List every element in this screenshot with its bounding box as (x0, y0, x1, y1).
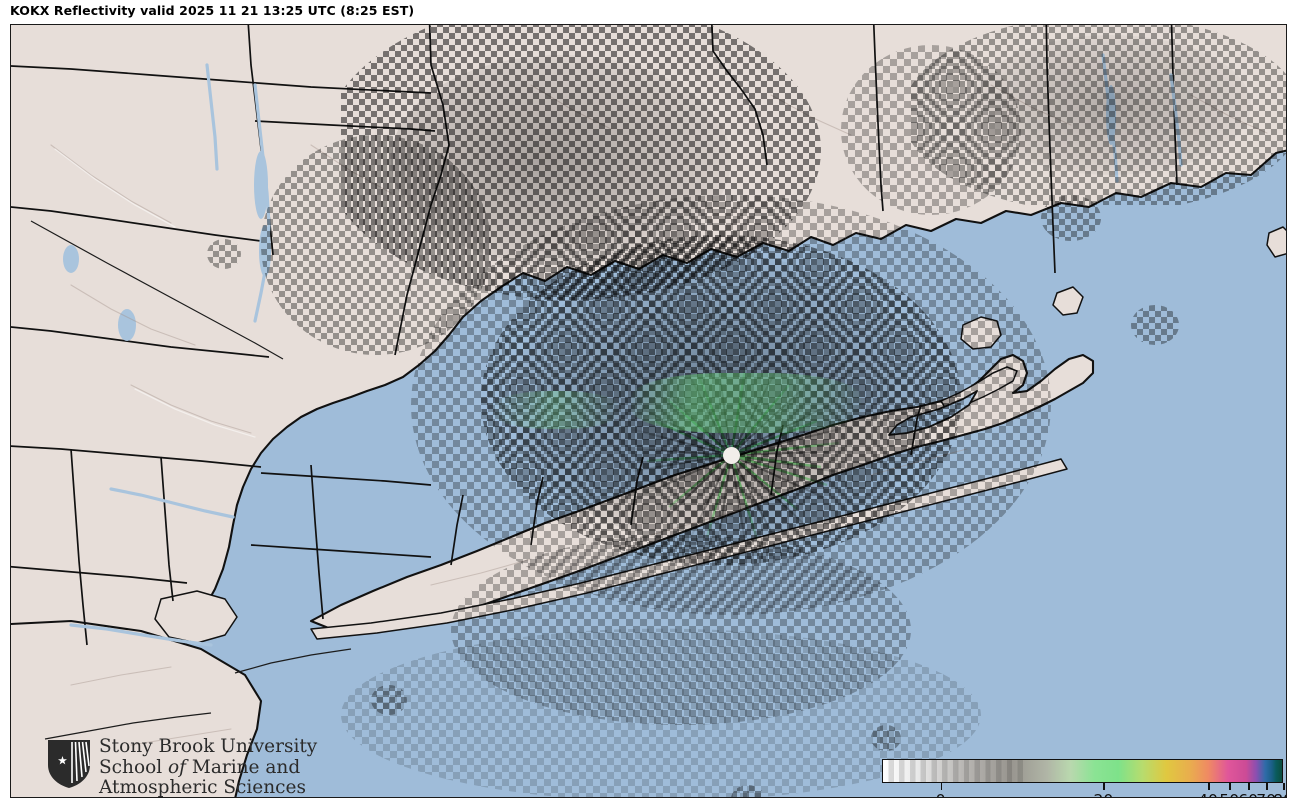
staten-island (154, 590, 238, 644)
colorbar-tick-60 (1248, 783, 1250, 790)
radar-site-spokes (621, 355, 861, 555)
colorbar-label-40: 40 (1198, 791, 1218, 797)
radar-spoke-svg (630, 356, 854, 554)
colorbar-tick-0 (940, 783, 943, 790)
colorbar-gradient (883, 760, 1282, 782)
colorbar-tick-20 (1103, 783, 1105, 790)
colorbar-tick-80 (1283, 783, 1285, 790)
page-title: KOKX Reflectivity valid 2025 11 21 13:25… (10, 3, 415, 18)
colorbar-label-60: 60 (1238, 791, 1258, 797)
block-island (1266, 226, 1286, 258)
colorbar-labels: 0 20 4050607080 (882, 791, 1286, 797)
radar-site-marker (723, 447, 740, 464)
new-jersey-shore (11, 619, 263, 797)
shelter-island (960, 316, 1002, 350)
gardiners-island (1052, 286, 1084, 316)
colorbar-stripes (883, 760, 1023, 782)
colorbar-ticks (882, 783, 1285, 791)
colorbar-label-80: 80 (1273, 791, 1286, 797)
colorbar-label-20: 20 (1093, 791, 1113, 797)
radar-map-frame: Stony Brook University School of Marine … (10, 24, 1287, 798)
colorbar-swatch (882, 759, 1283, 783)
spoke-group (630, 356, 854, 554)
radar-map-canvas: Stony Brook University School of Marine … (11, 25, 1286, 797)
colorbar-tick-40 (1208, 783, 1210, 790)
colorbar-label-50: 50 (1219, 791, 1239, 797)
reflectivity-colorbar: 0 20 4050607080 (882, 759, 1286, 797)
colorbar-tick-50 (1229, 783, 1231, 790)
colorbar-label-70: 70 (1256, 791, 1276, 797)
colorbar-label-0: 0 (936, 791, 946, 797)
colorbar-tick-70 (1266, 783, 1268, 790)
